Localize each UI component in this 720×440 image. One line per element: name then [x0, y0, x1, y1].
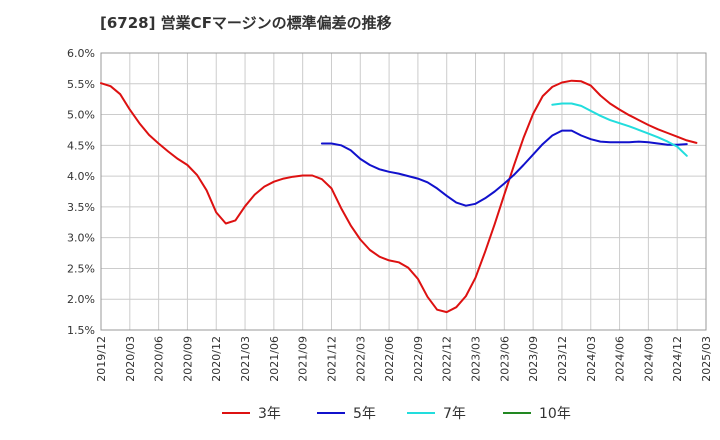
- x-tick-label: 2021/12: [325, 336, 338, 382]
- x-tick-label: 2021/09: [297, 336, 310, 382]
- x-tick-label: 2022/12: [441, 336, 454, 382]
- x-tick-label: 2023/09: [527, 336, 540, 382]
- series-lines: [100, 79, 698, 314]
- x-tick-label: 2024/09: [642, 336, 655, 382]
- legend-label: 7年: [443, 406, 466, 422]
- x-tick-label: 2023/12: [556, 336, 569, 382]
- legend: 3年 5年 7年 10年: [222, 406, 571, 422]
- x-tick-label: 2020/09: [181, 336, 194, 382]
- x-tick-label: 2020/12: [210, 336, 223, 382]
- x-tick-label: 2021/03: [239, 336, 252, 382]
- x-tick-label: 2024/06: [614, 336, 627, 382]
- x-tick-label: 2022/06: [383, 336, 396, 382]
- x-tick-label: 2024/03: [585, 336, 598, 382]
- legend-label: 10年: [539, 406, 571, 422]
- plot-frame: [100, 52, 707, 331]
- series-line-5年: [320, 129, 688, 207]
- y-tick-label: 3.5%: [67, 201, 95, 214]
- axes: 6.0% 5.5% 5.0% 4.5% 4.0% 3.5% 3.0% 2.5% 2.0% 1.5%…: [67, 47, 713, 382]
- x-tick-label: 2020/03: [124, 336, 137, 382]
- y-tick-label: 4.5%: [67, 139, 95, 152]
- y-tick-label: 3.0%: [67, 232, 95, 245]
- legend-label: 3年: [258, 406, 281, 422]
- x-tick-label: 2023/03: [470, 336, 483, 382]
- x-tick-label: 2025/03: [700, 336, 713, 382]
- y-tick-label: 4.0%: [67, 170, 95, 183]
- x-tick-label: 2023/06: [498, 336, 511, 382]
- grid: [100, 52, 707, 331]
- series-line-7年: [551, 102, 688, 157]
- legend-label: 5年: [353, 406, 376, 422]
- x-tick-label: 2019/12: [95, 336, 108, 382]
- y-tick-label: 5.0%: [67, 109, 95, 122]
- x-tick-label: 2022/03: [354, 336, 367, 382]
- chart-title: [6728] 営業CFマージンの標準偏差の推移: [100, 14, 392, 32]
- y-tick-label: 2.5%: [67, 262, 95, 275]
- x-tick-label: 2022/09: [412, 336, 425, 382]
- series-line-3年: [100, 79, 698, 314]
- x-tick-label: 2020/06: [153, 336, 166, 382]
- y-tick-label: 2.0%: [67, 293, 95, 306]
- x-tick-label: 2021/06: [268, 336, 281, 382]
- y-tick-label: 6.0%: [67, 47, 95, 60]
- y-tick-label: 1.5%: [67, 324, 95, 337]
- y-tick-label: 5.5%: [67, 78, 95, 91]
- x-tick-label: 2024/12: [671, 336, 684, 382]
